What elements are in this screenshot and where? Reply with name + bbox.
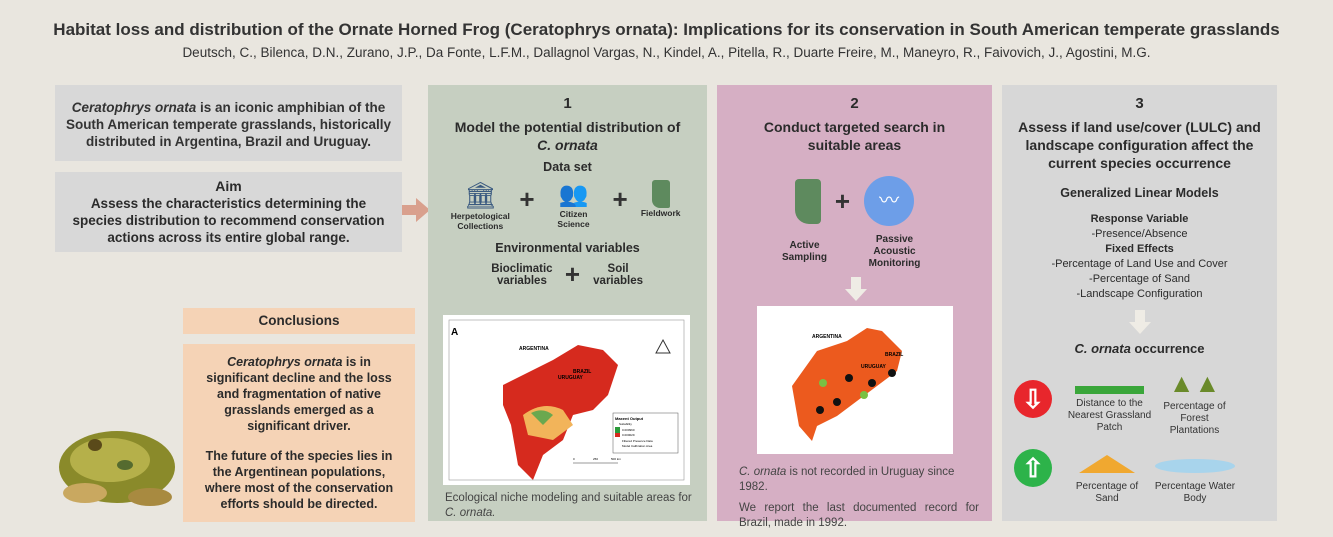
sound-wave-icon: 〰: [864, 176, 915, 226]
species-name: C. ornata: [1074, 341, 1131, 356]
species-name: C. ornata: [739, 466, 787, 478]
fixed-heading: Fixed Effects: [1105, 243, 1174, 255]
outcome-text: occurrence: [1130, 341, 1205, 356]
country-label: URUGUAY: [861, 364, 886, 370]
arrow-down-icon: [1128, 310, 1151, 334]
people-icon: 👥: [558, 181, 589, 208]
legend-sub: Suitability: [619, 422, 632, 426]
effect-label: Percentage of Sand: [1075, 481, 1139, 504]
dataset-heading: Data set: [543, 160, 592, 174]
country-label: URUGUAY: [558, 375, 583, 381]
intro-text: is an iconic amphibian of the South Amer…: [65, 100, 392, 149]
panel-2: 2 Conduct targeted search in suitable ar…: [717, 85, 992, 529]
panel-title: Assess if land use/cover (LULC) and land…: [1018, 119, 1261, 171]
map-letter: A: [451, 327, 458, 338]
intro-box: Ceratophrys ornata is an iconic amphibia…: [55, 85, 402, 161]
map-caption: Ecological niche modeling and suitable a…: [445, 491, 695, 521]
grass-icon: [1075, 368, 1144, 394]
country-label: ARGENTINA: [519, 346, 549, 352]
fixed-effect: -Landscape Configuration: [1076, 288, 1203, 300]
sand-icon: [1079, 455, 1135, 473]
step-number: 1: [563, 95, 572, 112]
legend-title: Maxent Output: [615, 416, 644, 421]
panel-title: Conduct targeted search in suitable area…: [763, 119, 946, 153]
boot-icon: [651, 180, 670, 208]
scale-label: 500 km: [611, 457, 621, 461]
caption-text: Ecological niche modeling and suitable a…: [445, 492, 692, 504]
step-number: 3: [1135, 95, 1144, 112]
search-results-map: ARGENTINA BRAZIL URUGUAY: [757, 306, 953, 454]
env-item: Soil variables: [593, 262, 644, 287]
conclusion-2: The future of the species lies in the Ar…: [204, 449, 394, 511]
poster-title: Habitat loss and distribution of the Orn…: [53, 20, 1280, 39]
aim-box: Aim Assess the characteristics determinin…: [55, 172, 402, 252]
conclusion-1: is in significant decline and the loss a…: [206, 355, 392, 433]
authors: Deutsch, C., Bilenca, D.N., Zurano, J.P.…: [182, 45, 1151, 60]
boot-icon: [794, 178, 821, 224]
outcome-heading: C. ornata occurrence: [1002, 341, 1277, 356]
dataset-item: 👥 Citizen Science: [543, 180, 605, 229]
step-number: 2: [850, 95, 859, 112]
aim-text: Assess the characteristics determining t…: [72, 196, 385, 245]
species-name: C. ornata: [537, 137, 598, 153]
aim-heading: Aim: [215, 178, 242, 194]
north-arrow-icon: [655, 338, 671, 354]
effect-label: Distance to the Nearest Grassland Patch: [1067, 398, 1152, 433]
scale-label: 250: [593, 457, 598, 461]
dataset-item: Fieldwork: [636, 180, 686, 218]
caption-text: is not recorded in Uruguay since 1982.: [739, 466, 955, 493]
effect-item: Distance to the Nearest Grassland Patch: [1067, 368, 1152, 434]
frog-image: [59, 431, 175, 506]
country-label: BRAZIL: [573, 369, 591, 375]
conclusions-heading: Conclusions: [183, 308, 415, 334]
effect-label: Percentage Water Body: [1154, 481, 1236, 504]
arrow-down-icon: [845, 277, 867, 301]
effect-item: Percentage of Sand: [1072, 455, 1142, 505]
dataset-item: 🏛 Herpetological Collections: [450, 180, 510, 231]
species-name: Ceratophrys ornata: [227, 355, 343, 369]
museum-icon: 🏛: [463, 180, 497, 210]
legend-high: 0.000960: [622, 428, 635, 432]
niche-model-map: A ARGENTINA BRAZIL URUGUAY Maxent Output…: [443, 315, 690, 485]
legend-points: Filtered Presence Data: [622, 439, 653, 443]
fixed-effect: -Percentage of Land Use and Cover: [1051, 258, 1228, 270]
response-variable: -Presence/Absence: [1091, 228, 1188, 240]
env-item: Bioclimatic variables: [491, 262, 553, 287]
species-name: Ceratophrys ornata: [71, 100, 197, 115]
arrow-right-icon: [402, 198, 430, 222]
absence-markers: [816, 369, 896, 414]
effect-label: Percentage of Forest Plantations: [1163, 401, 1226, 436]
response-heading: Response Variable: [1090, 213, 1189, 225]
fixed-effect: -Percentage of Sand: [1089, 273, 1190, 285]
model-heading: Generalized Linear Models: [1060, 186, 1219, 200]
env-heading: Environmental variables: [495, 241, 640, 255]
map-caption: C. ornata is not recorded in Uruguay sin…: [739, 465, 979, 531]
increase-icon: ⇧: [1014, 449, 1052, 487]
effect-item: ▲▲ Percentage of Forest Plantations: [1157, 365, 1232, 437]
method-label: Passive Acoustic Monitoring: [868, 234, 921, 269]
presence-markers: [819, 379, 868, 399]
legend-low: 0.000029: [622, 433, 635, 437]
caption-text: We report the last documented record for…: [739, 502, 979, 529]
species-name: C. ornata.: [445, 507, 496, 519]
panel-title: Model the potential distribution of: [454, 119, 681, 135]
method-label: Active Sampling: [781, 240, 827, 263]
panel-1: 1 Model the potential distribution of C. …: [428, 85, 707, 521]
scale-label: 0: [573, 457, 575, 461]
pond-icon: [1155, 459, 1235, 473]
conclusions-box: Ceratophrys ornata is in significant dec…: [183, 344, 415, 522]
trees-icon: ▲▲: [1168, 368, 1221, 398]
country-label: BRAZIL: [885, 352, 903, 358]
effect-item: Percentage Water Body: [1150, 455, 1240, 505]
country-label: ARGENTINA: [812, 334, 842, 340]
decrease-icon: ⇩: [1014, 380, 1052, 418]
panel-3: 3 Assess if land use/cover (LULC) and la…: [1002, 85, 1277, 521]
legend-area: Model Calibration Area: [622, 444, 653, 448]
